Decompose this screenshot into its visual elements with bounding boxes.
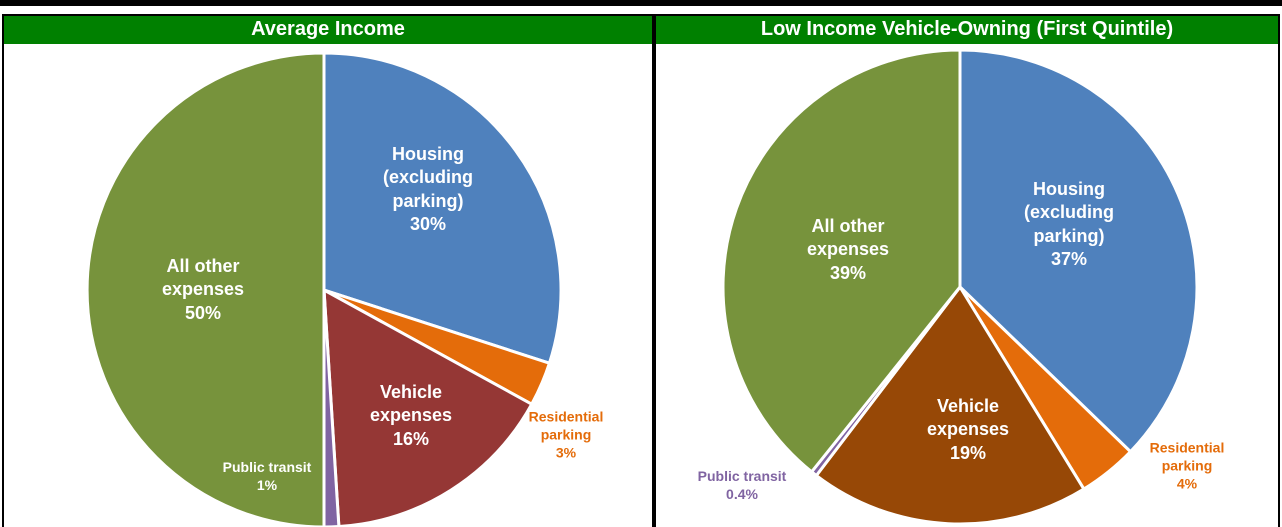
data-label: Housing (excluding parking) 30% [368, 143, 488, 237]
slice-value: 19% [949, 442, 987, 463]
data-label: Vehicle expenses 19% [913, 395, 1023, 465]
slice-value: 50% [184, 302, 222, 323]
slice-name: Residential parking [1149, 439, 1225, 474]
pie-slice [721, 48, 962, 474]
data-label: Housing (excluding parking) 37% [1009, 178, 1129, 272]
cut-caption [0, 0, 1282, 6]
slice-value: 39% [829, 262, 867, 283]
slice-value: 4% [1176, 476, 1198, 493]
slice-name: All other expenses [161, 255, 245, 300]
slice-name: Housing (excluding parking) [1023, 179, 1114, 246]
data-label: All other expenses 39% [788, 215, 908, 285]
data-label: Public transit 0.4% [677, 467, 807, 503]
data-label: Residential parking 4% [1137, 439, 1237, 494]
slice-name: Vehicle expenses [369, 381, 453, 426]
slice-value: 1% [256, 477, 278, 493]
slice-name: Public transit [222, 458, 312, 475]
slice-name: Public transit [697, 467, 787, 484]
panel-header [656, 16, 1278, 44]
panel-header [4, 16, 652, 44]
panel-frame [2, 14, 654, 527]
slice-value: 0.4% [726, 486, 758, 502]
pie-slice [322, 287, 534, 527]
data-label: Residential parking 3% [516, 408, 616, 463]
slice-name: Vehicle expenses [926, 395, 1010, 440]
slice-value: 37% [1050, 249, 1088, 270]
slice-value: 3% [555, 445, 577, 462]
slice-name: Housing (excluding parking) [382, 144, 473, 211]
pie-slice [322, 51, 563, 366]
pie-slice [958, 48, 1199, 454]
data-label: Public transit 1% [202, 458, 332, 494]
data-label: All other expenses 50% [143, 255, 263, 325]
slice-name: Residential parking [528, 408, 604, 443]
pie-slice [85, 51, 326, 527]
slice-value: 16% [392, 428, 430, 449]
chart-title: Low Income Vehicle-Owning (First Quintil… [760, 18, 1174, 40]
slice-value: 30% [409, 214, 447, 235]
pie-slice [814, 284, 1086, 526]
chart-title: Average Income [251, 18, 405, 40]
panel-frame [654, 14, 1280, 527]
data-label: Vehicle expenses 16% [356, 381, 466, 451]
slice-name: All other expenses [806, 215, 890, 260]
